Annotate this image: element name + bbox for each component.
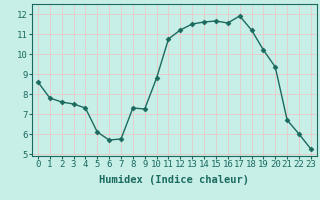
X-axis label: Humidex (Indice chaleur): Humidex (Indice chaleur) [100,175,249,185]
